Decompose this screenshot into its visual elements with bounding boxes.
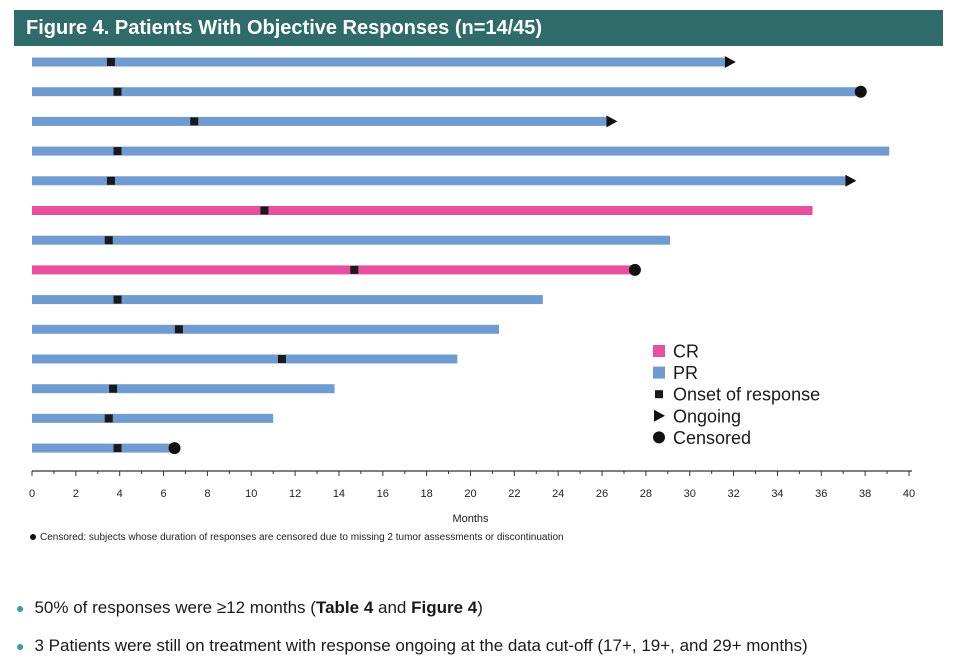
censored-marker <box>854 85 867 98</box>
onset-marker <box>113 147 122 156</box>
response-bar <box>32 384 335 394</box>
onset-marker <box>113 295 122 304</box>
response-bar <box>32 87 861 97</box>
response-bar <box>32 206 813 215</box>
onset-marker <box>104 236 113 245</box>
x-tick-label: 24 <box>552 488 564 500</box>
bullet-text-part: Figure 4 <box>411 598 478 617</box>
legend-label: Censored <box>673 428 751 448</box>
x-tick-label: 18 <box>421 488 433 500</box>
bullet-responses: ● 50% of responses were ≥12 months (Table… <box>16 598 483 618</box>
bullet-ongoing: ● 3 Patients were still on treatment with… <box>16 636 808 656</box>
onset-marker <box>174 325 183 334</box>
x-axis-label: Months <box>452 513 489 525</box>
bullet-text-part: and <box>373 598 412 617</box>
x-tick-label: 14 <box>333 488 345 500</box>
x-tick-label: 6 <box>160 488 166 500</box>
response-bar <box>32 176 846 186</box>
onset-marker <box>106 176 115 185</box>
onset-marker <box>113 87 122 96</box>
x-tick-label: 36 <box>815 488 827 500</box>
onset-marker <box>106 58 115 66</box>
x-tick-label: 20 <box>464 488 476 500</box>
legend-label: CR <box>673 342 699 362</box>
figure-title: Figure 4. Patients With Objective Respon… <box>26 17 543 39</box>
legend-onset-icon <box>655 390 663 399</box>
x-tick-label: 32 <box>727 488 739 500</box>
bullet-text-part: ) <box>477 598 483 617</box>
figure-title-bar: Figure 4. Patients With Objective Respon… <box>14 10 943 46</box>
response-bar <box>32 116 607 126</box>
bars-layer <box>32 56 890 455</box>
onset-marker <box>190 117 199 126</box>
legend-censored-icon <box>653 431 665 444</box>
bullet-text: 50% of responses were ≥12 months (Table … <box>34 598 482 617</box>
bullet-text-part: Table 4 <box>315 598 374 617</box>
bullet-dot-icon: ● <box>16 638 25 654</box>
x-tick-label: 4 <box>117 488 123 500</box>
response-bar <box>32 265 635 275</box>
legend-swatch-cr <box>653 345 665 357</box>
x-axis: 0 2 4 6 8 10 12 14 16 18 20 22 24 26 28 30 32 34 36 38 40Mon… <box>29 470 915 525</box>
bullet-text-part: 3 Patients were still on treatment with … <box>34 636 808 655</box>
x-tick-label: 26 <box>596 488 608 500</box>
x-tick-label: 2 <box>73 488 79 500</box>
x-tick-label: 8 <box>204 488 210 500</box>
x-tick-label: 28 <box>640 488 652 500</box>
bullet-text-part: 50% of responses were ≥12 months ( <box>34 598 316 617</box>
x-tick-label: 12 <box>289 488 301 500</box>
response-bar <box>32 295 543 305</box>
x-tick-label: 38 <box>859 488 871 500</box>
censored-dot-icon <box>30 534 36 541</box>
censored-marker <box>628 263 641 276</box>
legend-label: Ongoing <box>673 406 741 426</box>
response-bar <box>32 324 500 334</box>
x-tick-label: 10 <box>245 488 257 500</box>
ongoing-marker <box>724 56 736 68</box>
bullet-text: 3 Patients were still on treatment with … <box>34 636 807 655</box>
x-tick-label: 34 <box>771 488 783 500</box>
censored-marker <box>168 442 181 455</box>
onset-marker <box>109 384 118 393</box>
legend-label: Onset of response <box>673 385 820 405</box>
x-tick-label: 0 <box>29 488 35 500</box>
response-bar <box>32 235 671 245</box>
response-bar <box>32 146 890 156</box>
footnote-text: Censored: subjects whose duration of res… <box>40 532 564 543</box>
x-tick-label: 16 <box>377 488 389 500</box>
response-bar <box>32 443 175 453</box>
onset-marker <box>104 414 113 423</box>
legend-label: PR <box>673 363 698 383</box>
response-bar <box>32 354 458 364</box>
x-tick-label: 30 <box>684 488 696 500</box>
onset-marker <box>260 206 269 215</box>
response-bar <box>32 413 274 423</box>
censored-footnote: Censored: subjects whose duration of res… <box>30 532 564 543</box>
onset-marker <box>350 265 359 274</box>
x-tick-label: 40 <box>903 488 915 500</box>
onset-marker <box>113 444 122 453</box>
ongoing-marker <box>845 174 857 187</box>
response-bar <box>32 57 725 67</box>
x-tick-label: 22 <box>508 488 520 500</box>
onset-marker <box>277 355 286 363</box>
ongoing-marker <box>606 115 618 128</box>
legend-ongoing-icon <box>654 409 665 422</box>
swimmer-chart: 0 2 4 6 8 10 12 14 16 18 20 22 24 26 28 30 32 34 36 38 40Mon… <box>29 56 915 525</box>
bullet-dot-icon: ● <box>16 600 25 616</box>
legend-swatch-pr <box>653 366 665 379</box>
